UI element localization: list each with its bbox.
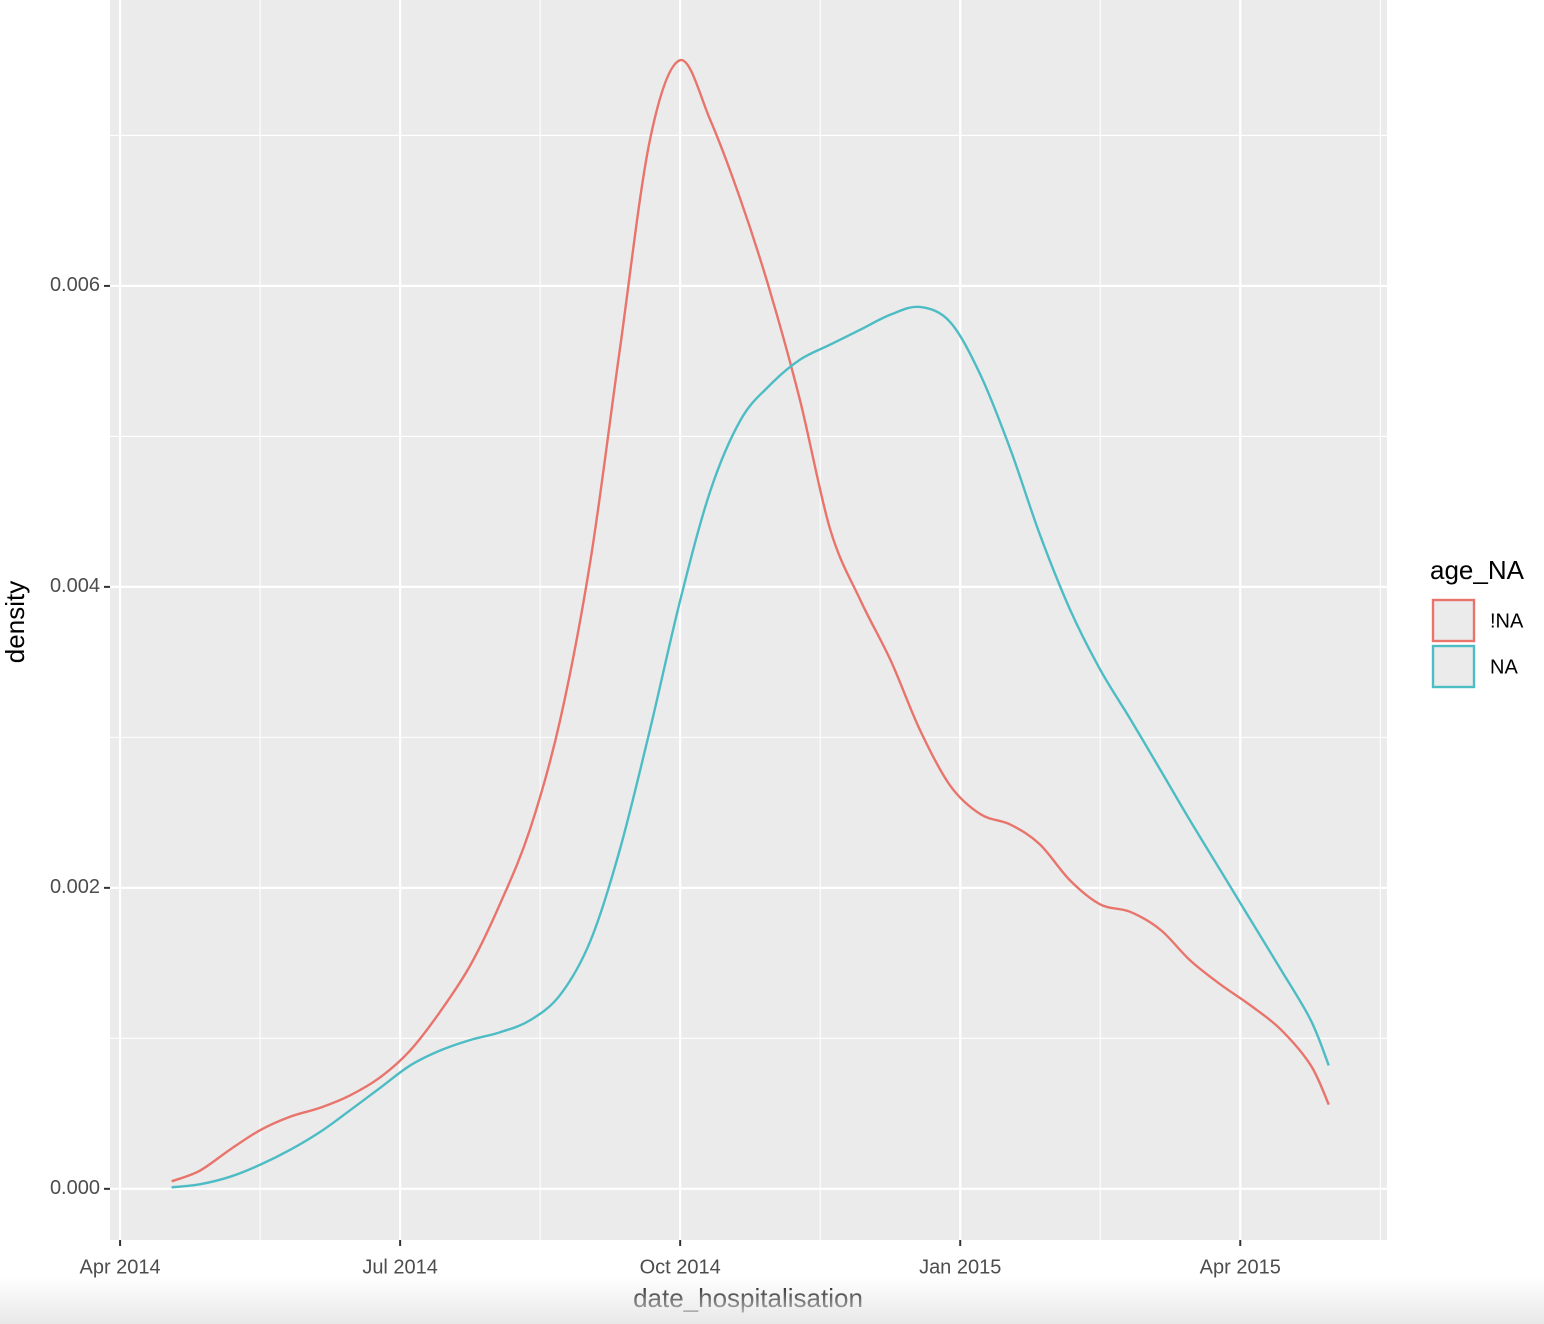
legend-key [1431,598,1476,643]
x-tick-label: Apr 2014 [79,1256,160,1278]
grid [110,0,1387,1240]
density-line [171,305,1330,1189]
y-tick-label: 0.000 [50,1177,100,1199]
legend: age_NA !NA NA [1430,555,1525,689]
x-tick-label: Jan 2015 [919,1256,1001,1278]
y-tick-label: 0.002 [50,876,100,898]
density-line [171,58,1330,1183]
axes: 0.000 0.002 0.004 0.006 Apr 2014 Jul 2014 Oct … [50,274,1281,1278]
y-tick-label: 0.004 [50,575,100,597]
panel-background [110,0,1387,1240]
x-tick-label: Jul 2014 [362,1256,438,1278]
x-tick-label: Oct 2014 [640,1256,721,1278]
y-axis-title: density [0,581,30,663]
x-tick-label: Apr 2015 [1200,1256,1281,1278]
legend-title: age_NA [1430,555,1525,585]
legend-label: NA [1490,656,1518,678]
legend-key [1431,644,1476,689]
x-axis-title: date_hospitalisation [633,1283,863,1313]
legend-label: !NA [1490,610,1524,632]
plot-lines [171,58,1330,1189]
y-tick-label: 0.006 [50,274,100,296]
